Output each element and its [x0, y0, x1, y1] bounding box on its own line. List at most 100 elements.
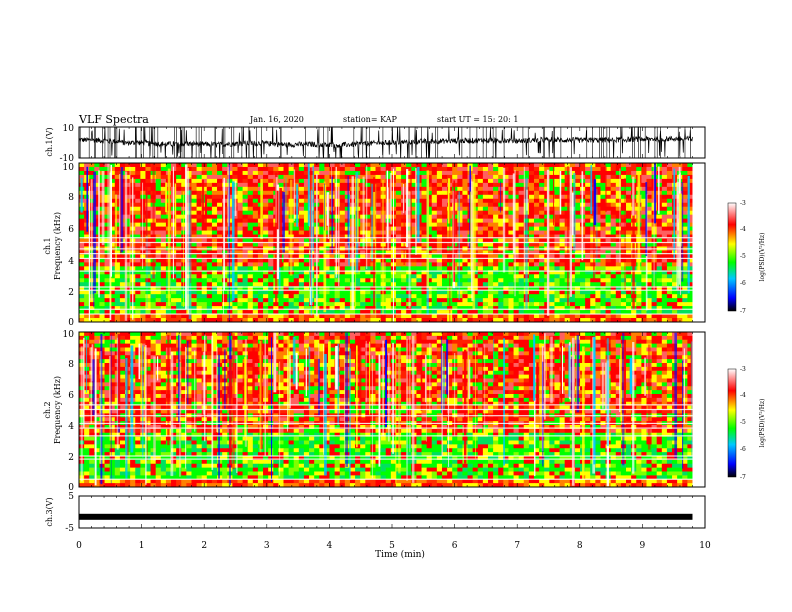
- spectrogram-cell: [477, 298, 484, 303]
- spectrogram-cell: [155, 210, 162, 216]
- spectrogram-cell: [211, 314, 218, 319]
- spectrogram-cell: [370, 238, 376, 243]
- spectrogram-cell: [493, 222, 499, 228]
- spectrogram-cell: [176, 254, 182, 259]
- spectrogram-cell: [620, 222, 627, 228]
- spectrogram-cell: [498, 258, 504, 263]
- spectrogram-cell: [84, 242, 90, 247]
- spectrogram-cell: [431, 314, 438, 319]
- spectrogram-cell: [176, 282, 182, 287]
- spectrogram-cell: [656, 294, 663, 299]
- spectrogram-cell: [467, 278, 474, 283]
- spectrogram-cell: [145, 163, 151, 168]
- spectrogram-cell: [666, 314, 673, 319]
- spectrogram-cell: [656, 298, 663, 303]
- spectrogram-cell: [201, 222, 208, 228]
- spectrogram-cell: [237, 290, 243, 295]
- spectrogram-cell: [436, 306, 443, 311]
- spectrogram-cell: [94, 306, 100, 311]
- spectrogram-cell: [610, 202, 617, 208]
- spectrogram-cell: [268, 194, 274, 200]
- spectrogram-cell: [140, 282, 146, 287]
- spectrogram-cell: [94, 178, 100, 184]
- spectrogram-cell: [99, 278, 105, 283]
- spectrogram-cell: [595, 214, 601, 220]
- spectrogram-cell: [201, 198, 208, 204]
- spectrogram-cell: [534, 266, 540, 271]
- spectrogram-cell: [375, 166, 382, 172]
- spectrogram-cell: [298, 190, 305, 196]
- spectrogram-cell: [196, 234, 203, 239]
- spectrogram-cell: [191, 266, 197, 271]
- spectrogram-cell: [641, 218, 647, 224]
- spectrogram-cell: [462, 286, 468, 291]
- spectrogram-cell: [682, 294, 688, 299]
- spectrogram-cell: [140, 226, 146, 231]
- spectrogram-cell: [365, 238, 371, 243]
- spectrogram-cell: [477, 166, 484, 172]
- spectrogram-cell: [201, 270, 208, 275]
- spectrogram-cell: [104, 290, 111, 295]
- spectrogram-cell: [150, 306, 157, 311]
- spectrogram-cell: [554, 186, 560, 192]
- spectrogram-cell: [610, 186, 617, 192]
- spectrogram-cell: [339, 206, 346, 212]
- spectrogram-cell: [677, 306, 683, 311]
- spectrogram-cell: [487, 274, 494, 279]
- spectrogram-cell: [160, 302, 167, 307]
- spectrogram-cell: [482, 314, 489, 319]
- spectrogram-cell: [375, 238, 382, 243]
- spectrogram-cell: [462, 174, 468, 180]
- spectrogram-cell: [441, 218, 448, 224]
- spectrogram-cell: [462, 274, 468, 279]
- spectrogram-cell: [242, 242, 249, 247]
- spectrogram-cell: [125, 290, 131, 295]
- spectrogram-cell: [595, 222, 601, 228]
- spectrogram-cell: [503, 294, 509, 299]
- spectrogram-cell: [595, 238, 601, 243]
- spectrogram-cell: [263, 198, 269, 204]
- spectrogram-cell: [135, 238, 141, 243]
- spectrogram-cell: [549, 234, 555, 239]
- spectrogram-cell: [503, 226, 509, 231]
- spectrogram-cell: [242, 302, 249, 307]
- spectrogram-cell: [605, 306, 612, 311]
- spectrogram-cell: [84, 306, 90, 311]
- spectrogram-cell: [237, 214, 243, 220]
- spectrogram-cell: [283, 282, 289, 287]
- spectrogram-cell: [646, 214, 652, 220]
- spectrogram-cell: [482, 318, 489, 323]
- spectrogram-cell: [528, 198, 535, 204]
- spectrogram-cell: [687, 238, 693, 243]
- spectrogram-cell: [421, 170, 428, 176]
- spectrogram-cell: [651, 306, 658, 311]
- spectrogram-cell: [145, 282, 151, 287]
- spectrogram-cell: [498, 298, 504, 303]
- spectrogram-cell: [329, 254, 336, 259]
- spectrogram-cell: [585, 186, 591, 192]
- spectrogram-cell: [641, 186, 647, 192]
- spectrogram-cell: [549, 318, 555, 323]
- spectrogram-cell: [457, 282, 463, 287]
- spectrogram-cell: [605, 258, 612, 263]
- spectrogram-cell: [176, 302, 182, 307]
- spectrogram-cell: [227, 194, 233, 200]
- spectrogram-cell: [375, 222, 382, 228]
- spectrogram-cell: [661, 278, 668, 283]
- spectrogram-cell: [682, 238, 688, 243]
- spectrogram-cell: [283, 294, 289, 299]
- spectrogram-cell: [431, 294, 438, 299]
- spectrogram-cell: [600, 230, 606, 235]
- spectrogram-cell: [539, 242, 545, 247]
- spectrogram-cell: [329, 163, 336, 168]
- spectrogram-cell: [181, 178, 187, 184]
- spectrogram-cell: [283, 286, 289, 291]
- spectrogram-cell: [375, 310, 382, 315]
- spectrogram-cell: [615, 170, 622, 176]
- spectrogram-cell: [585, 190, 591, 196]
- spectrogram-cell: [140, 258, 146, 263]
- spectrogram-cell: [590, 238, 596, 243]
- spectrogram-cell: [370, 318, 376, 323]
- spectrogram-cell: [554, 314, 560, 319]
- spectrogram-cell: [656, 242, 663, 247]
